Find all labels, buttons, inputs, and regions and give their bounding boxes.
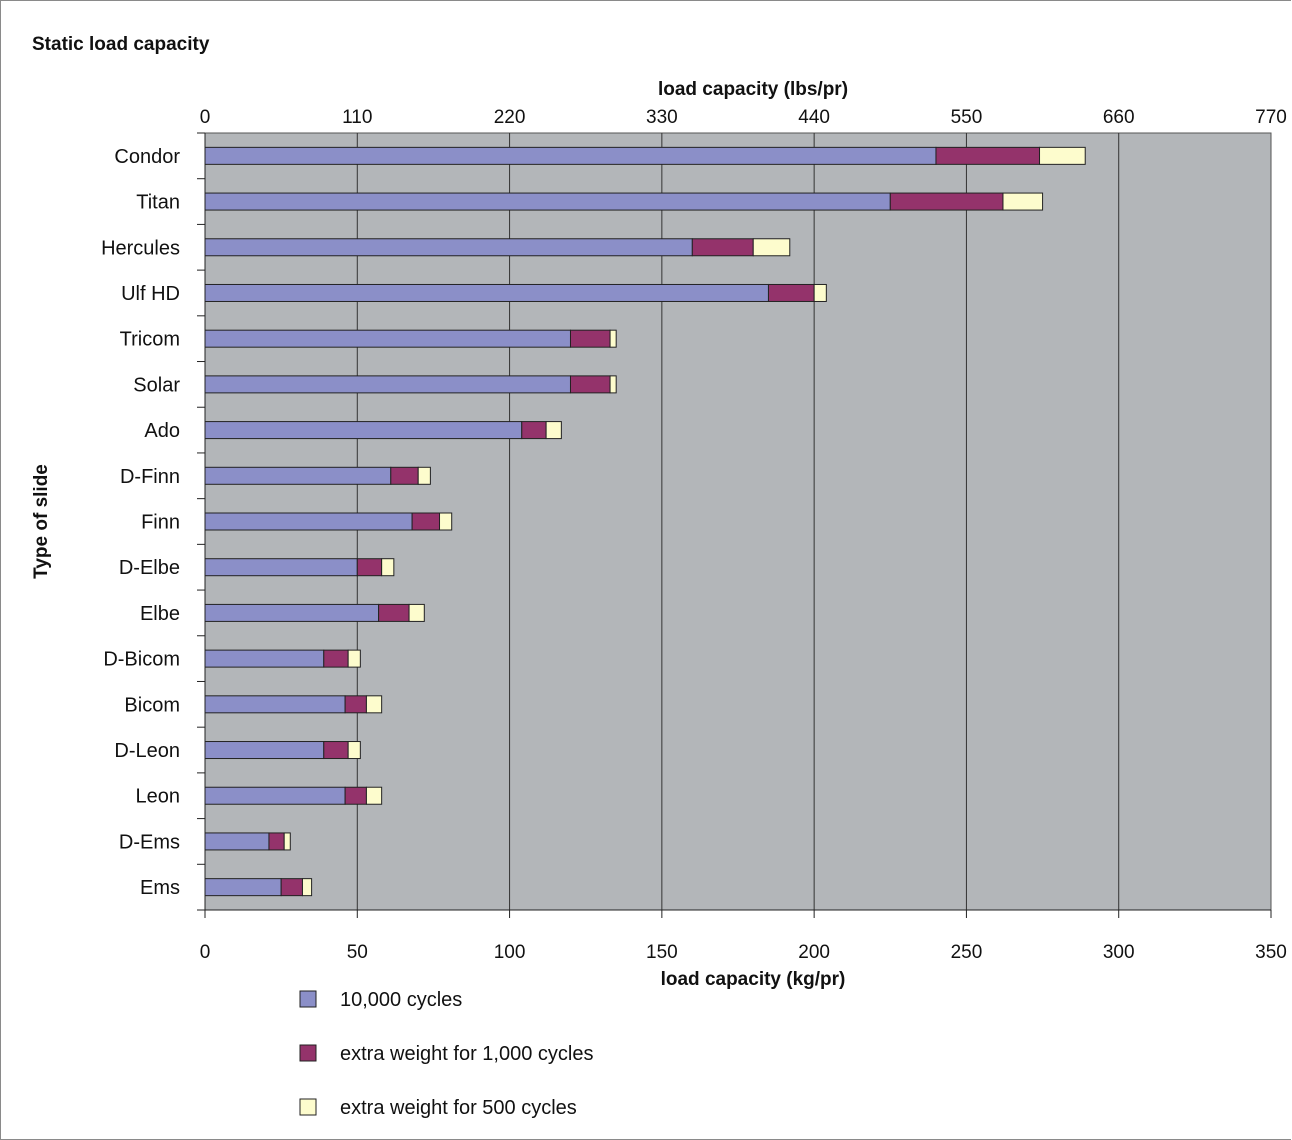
bar-leon-series-3 (365, 786, 383, 805)
bar-elbe-series-1 (204, 603, 380, 622)
bar-condor-series-1 (204, 146, 937, 165)
bar-condor-series-3 (1039, 146, 1086, 165)
bar-ado-series-3 (545, 421, 562, 440)
category-label: Ems (140, 877, 180, 899)
x-axis-title: load capacity (kg/pr) (661, 969, 846, 990)
legend-label: 10,000 cycles (340, 989, 462, 1011)
x2-tick-label: 440 (798, 107, 830, 128)
bar-hercules-series-3 (752, 238, 791, 257)
x-tick-label: 0 (200, 942, 211, 963)
category-label: Elbe (140, 603, 180, 625)
x2-tick-label: 770 (1255, 107, 1287, 128)
bar-ulf-hd-series-2 (767, 283, 815, 302)
bar-d-elbe-series-2 (356, 558, 383, 577)
x-tick-label: 200 (798, 942, 830, 963)
x2-tick-label: 330 (646, 107, 678, 128)
category-label: Leon (136, 786, 181, 808)
bar-d-ems-series-2 (268, 832, 285, 851)
x2-tick-label: 660 (1103, 107, 1135, 128)
x-tick-label: 300 (1103, 942, 1135, 963)
category-label: Condor (114, 146, 180, 168)
bar-condor-series-2 (935, 146, 1041, 165)
category-label: Finn (141, 512, 180, 534)
legend-swatch (299, 1044, 317, 1062)
bar-tricom-series-1 (204, 329, 571, 348)
legend-swatch (299, 990, 317, 1008)
x2-axis-title: load capacity (lbs/pr) (658, 79, 848, 100)
category-label: Ulf HD (121, 283, 180, 305)
bar-tricom-series-3 (609, 329, 617, 348)
x-tick-label: 350 (1255, 942, 1287, 963)
bar-elbe-series-2 (378, 603, 410, 622)
bar-d-bicom-series-2 (323, 649, 349, 668)
bar-d-ems-series-3 (283, 832, 291, 851)
x2-tick-label: 0 (200, 107, 211, 128)
bar-d-elbe-series-1 (204, 558, 358, 577)
category-label: Titan (136, 192, 180, 214)
bar-bicom-series-1 (204, 695, 346, 714)
category-label: D-Elbe (119, 557, 180, 579)
bar-titan-series-1 (204, 192, 891, 211)
y-axis-title: Type of slide (31, 464, 52, 579)
category-label: D-Ems (119, 831, 180, 853)
bar-tricom-series-2 (569, 329, 611, 348)
legend-label: extra weight for 500 cycles (340, 1097, 577, 1119)
chart-title: Static load capacity (32, 34, 210, 55)
x-tick-label: 150 (646, 942, 678, 963)
bar-ado-series-1 (204, 421, 523, 440)
bar-d-elbe-series-3 (381, 558, 395, 577)
bar-ems-series-2 (280, 878, 303, 897)
bar-d-leon-series-2 (323, 741, 349, 760)
bar-d-leon-series-3 (347, 741, 361, 760)
bar-d-leon-series-1 (204, 741, 325, 760)
bar-ulf-hd-series-1 (204, 283, 769, 302)
x-tick-label: 50 (347, 942, 368, 963)
category-label: D-Bicom (103, 649, 180, 671)
x2-tick-label: 220 (494, 107, 526, 128)
category-label: Bicom (124, 694, 180, 716)
category-label: D-Leon (114, 740, 180, 762)
bar-solar-series-1 (204, 375, 571, 394)
bar-ems-series-3 (301, 878, 313, 897)
bar-ulf-hd-series-3 (813, 283, 827, 302)
x-tick-label: 100 (494, 942, 526, 963)
bar-finn-series-2 (411, 512, 441, 531)
x-tick-label: 250 (951, 942, 983, 963)
bar-d-ems-series-1 (204, 832, 270, 851)
category-label: Solar (133, 374, 180, 396)
category-label: Hercules (101, 237, 180, 259)
bar-finn-series-3 (439, 512, 453, 531)
bar-bicom-series-2 (344, 695, 367, 714)
bar-titan-series-3 (1002, 192, 1044, 211)
bar-finn-series-1 (204, 512, 413, 531)
category-label: Tricom (120, 329, 180, 351)
x2-tick-label: 550 (951, 107, 983, 128)
category-label: D-Finn (120, 466, 180, 488)
bar-solar-series-3 (609, 375, 617, 394)
bar-titan-series-2 (889, 192, 1004, 211)
x2-tick-label: 110 (342, 107, 372, 128)
bar-hercules-series-1 (204, 238, 693, 257)
bar-d-bicom-series-3 (347, 649, 361, 668)
bar-ems-series-1 (204, 878, 282, 897)
bar-hercules-series-2 (691, 238, 754, 257)
legend-swatch (299, 1098, 317, 1116)
bar-ado-series-2 (521, 421, 547, 440)
bar-d-bicom-series-1 (204, 649, 325, 668)
bar-leon-series-2 (344, 786, 367, 805)
bar-d-finn-series-3 (417, 466, 431, 485)
bar-d-finn-series-1 (204, 466, 392, 485)
bar-bicom-series-3 (365, 695, 383, 714)
bar-elbe-series-3 (408, 603, 425, 622)
legend-label: extra weight for 1,000 cycles (340, 1043, 593, 1065)
bar-solar-series-2 (569, 375, 611, 394)
bar-d-finn-series-2 (390, 466, 419, 485)
category-label: Ado (144, 420, 180, 442)
bar-leon-series-1 (204, 786, 346, 805)
